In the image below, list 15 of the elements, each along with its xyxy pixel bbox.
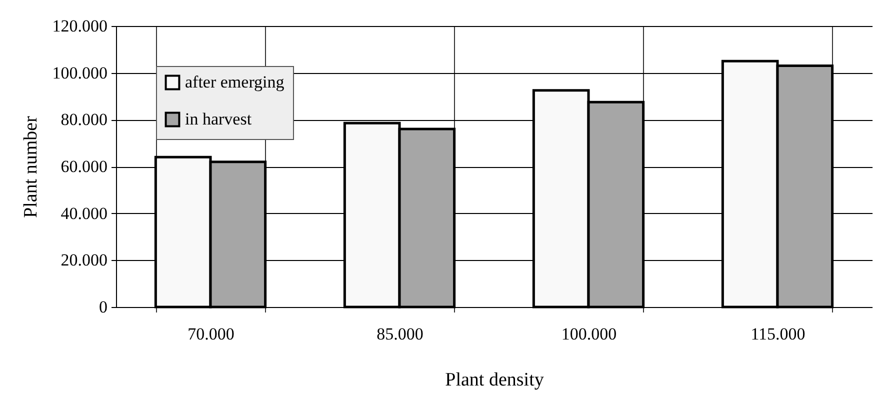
x-tick-label: 115.000 <box>750 324 806 344</box>
y-tick-label: 100.000 <box>52 63 108 82</box>
y-tick-label: 80.000 <box>60 110 108 130</box>
y-axis-title: Plant number <box>20 115 42 218</box>
x-tick-label: 70.000 <box>188 324 234 344</box>
x-tick-label: 85.000 <box>376 324 424 344</box>
legend-label: in harvest <box>185 110 252 128</box>
x-axis-title: Plant density <box>445 370 544 390</box>
y-tick-label: 60.000 <box>60 157 108 176</box>
y-tick-label: 0 <box>99 298 108 316</box>
y-tick-label: 20.000 <box>60 250 108 270</box>
y-tick-label: 120.000 <box>52 16 108 36</box>
legend-label: after emerging <box>185 72 285 92</box>
x-tick-label: 100.000 <box>561 324 617 344</box>
y-tick-label: 40.000 <box>60 204 108 223</box>
